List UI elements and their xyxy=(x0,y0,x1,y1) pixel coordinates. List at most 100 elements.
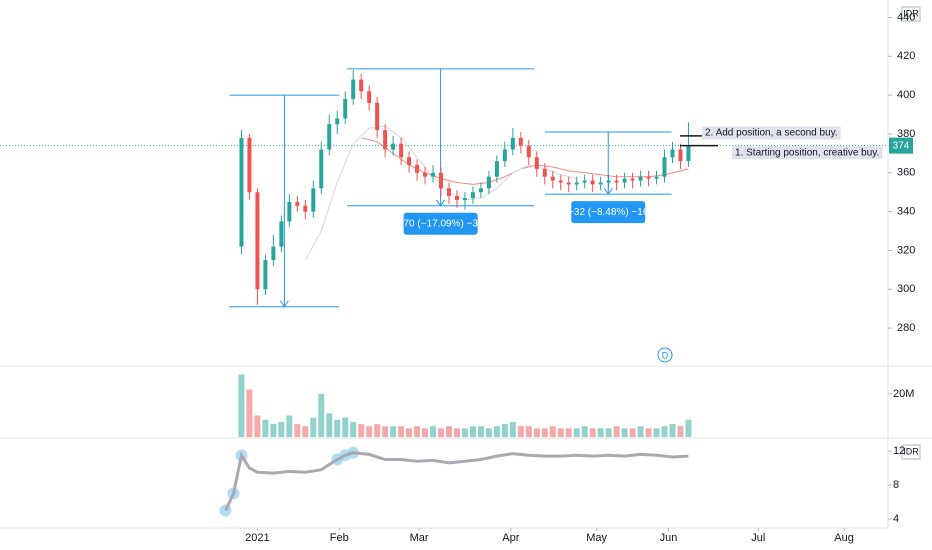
volume-bar xyxy=(270,424,277,437)
volume-bar xyxy=(406,428,413,437)
candle-body xyxy=(391,143,396,150)
candle-body xyxy=(502,149,507,162)
candle-body xyxy=(662,157,667,177)
candle-body xyxy=(439,172,444,189)
candle-body xyxy=(534,157,539,169)
candle-body xyxy=(478,188,483,193)
volume-bar xyxy=(286,415,293,437)
candle-body xyxy=(590,180,595,185)
y-tick-label: 440 xyxy=(897,11,915,23)
volume-bar xyxy=(677,426,684,437)
volume-bar xyxy=(669,424,676,437)
volume-bar xyxy=(573,428,580,437)
lower-tick-label: 8 xyxy=(893,479,899,491)
candle-body xyxy=(582,180,587,183)
volume-bar xyxy=(374,424,381,437)
x-tick-label: Apr xyxy=(502,532,519,544)
volume-bar xyxy=(438,428,445,437)
volume-bar xyxy=(382,426,389,437)
volume-bar xyxy=(294,424,301,437)
volume-bar xyxy=(541,428,548,437)
candle-body xyxy=(670,149,675,158)
volume-bar xyxy=(390,426,397,437)
volume-bar xyxy=(629,428,636,437)
volume-bar xyxy=(422,428,429,437)
measure-label: −32 (−8.48%) −16 xyxy=(568,207,649,218)
candle-body xyxy=(550,176,555,181)
candle-body xyxy=(407,157,412,166)
candle-body xyxy=(423,172,428,177)
candle-body xyxy=(622,178,627,183)
currency-box xyxy=(901,6,921,22)
volume-bar xyxy=(334,419,341,437)
candle-body xyxy=(510,137,515,150)
candle-body xyxy=(327,124,332,150)
candle-body xyxy=(271,246,276,261)
y-tick-label: 340 xyxy=(897,206,915,218)
y-tick-label: 420 xyxy=(897,50,915,62)
volume-bar xyxy=(661,426,668,437)
volume-bar xyxy=(565,428,572,437)
candle-body xyxy=(614,180,619,183)
volume-bar xyxy=(645,428,652,437)
x-tick-label: Feb xyxy=(330,532,349,544)
candle-body xyxy=(415,165,420,173)
lower-tick-label: 12 xyxy=(893,445,905,457)
candle-body xyxy=(255,192,260,290)
volume-bar xyxy=(302,426,309,437)
x-tick-label: Jul xyxy=(751,532,765,544)
candle-body xyxy=(351,79,356,100)
candle-body xyxy=(303,205,308,212)
candle-body xyxy=(486,176,491,189)
y-tick-label: 280 xyxy=(897,322,915,334)
volume-bar xyxy=(493,426,500,437)
measure-box xyxy=(571,201,646,224)
dividend-icon xyxy=(657,347,673,363)
candle-body xyxy=(375,102,380,131)
last-price-tag xyxy=(889,137,913,154)
candle-body xyxy=(454,196,459,200)
volume-bar xyxy=(549,426,556,437)
highlight-marker xyxy=(219,504,232,517)
candle-body xyxy=(446,188,451,197)
note-box xyxy=(702,126,841,140)
volume-bar xyxy=(358,424,365,437)
volume-bar xyxy=(581,426,588,437)
volume-bar xyxy=(597,428,604,437)
volume-bar xyxy=(366,426,373,437)
candle-body xyxy=(678,149,683,162)
candle-body xyxy=(335,118,340,125)
volume-tick-label: 20M xyxy=(893,388,914,400)
x-tick-label: May xyxy=(586,532,607,544)
currency-box xyxy=(901,444,921,460)
candle-body xyxy=(399,143,404,158)
candle-body xyxy=(654,176,659,179)
candle-body xyxy=(295,201,300,206)
volume-bar xyxy=(350,421,357,437)
volume-bar xyxy=(525,426,532,437)
y-tick-label: 400 xyxy=(897,89,915,101)
volume-bar xyxy=(262,419,269,437)
candle-body xyxy=(247,137,252,193)
candle-body xyxy=(638,176,643,181)
candle-body xyxy=(319,149,324,189)
candle-body xyxy=(630,178,635,181)
volume-bar xyxy=(501,424,508,437)
volume-bar xyxy=(477,426,484,437)
candle-body xyxy=(646,176,651,179)
volume-bar xyxy=(430,426,437,437)
volume-bar xyxy=(613,426,620,437)
volume-bar xyxy=(342,417,349,437)
volume-bar xyxy=(653,428,660,437)
measure-label: −70 (−17.09%) −35 xyxy=(398,218,484,229)
volume-bar xyxy=(517,426,524,437)
candle-body xyxy=(239,137,244,247)
volume-bar xyxy=(621,428,628,437)
currency-label: IDR xyxy=(903,8,919,18)
volume-bar xyxy=(605,428,612,437)
y-tick-label: 380 xyxy=(897,128,915,140)
volume-bar xyxy=(509,421,516,437)
x-tick-label: 2021 xyxy=(245,532,269,544)
y-tick-label: 320 xyxy=(897,244,915,256)
